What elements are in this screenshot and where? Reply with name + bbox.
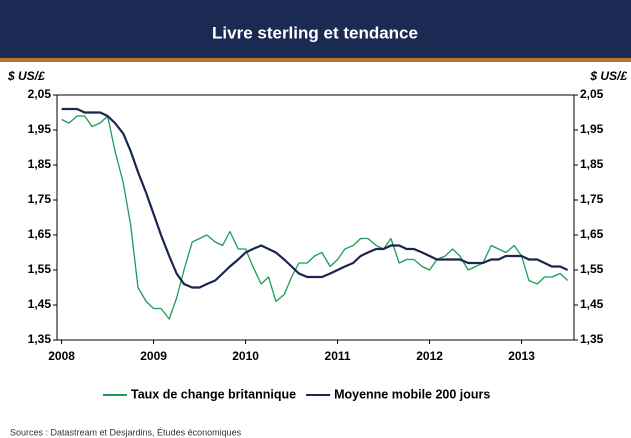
series-line — [61, 107, 569, 289]
y2-tick-label: 1,35 — [580, 332, 604, 346]
chart-title: Livre sterling et tendance — [212, 23, 418, 42]
y-axis-label: $ US/£ — [7, 69, 45, 83]
y-tick-label: 1,95 — [28, 122, 52, 136]
header-rule — [0, 58, 631, 62]
x-tick-label: 2011 — [325, 349, 351, 363]
y-tick-label: 1,45 — [28, 297, 52, 311]
header-bar — [0, 0, 631, 58]
y2-tick-label: 1,45 — [580, 297, 604, 311]
y-tick-label: 1,55 — [28, 262, 52, 276]
y-tick-label: 2,05 — [28, 87, 52, 101]
x-tick-label: 2013 — [508, 349, 535, 363]
legend-label: Moyenne mobile 200 jours — [334, 387, 490, 401]
y2-axis-label: $ US/£ — [589, 69, 627, 83]
y-tick-label: 1,85 — [28, 157, 52, 171]
y2-tick-label: 1,55 — [580, 262, 604, 276]
y-tick-label: 1,35 — [28, 332, 52, 346]
x-tick-label: 2008 — [48, 349, 75, 363]
x-tick-label: 2010 — [232, 349, 259, 363]
source-note: Sources : Datastream et Desjardins, Étud… — [10, 427, 242, 437]
x-tick-label: 2012 — [416, 349, 443, 363]
legend-label: Taux de change britannique — [131, 387, 296, 401]
y2-tick-label: 1,75 — [580, 192, 604, 206]
plot-frame — [56, 94, 575, 341]
y2-tick-label: 1,65 — [580, 227, 604, 241]
x-tick-label: 2009 — [140, 349, 167, 363]
y-tick-label: 1,75 — [28, 192, 52, 206]
y2-tick-label: 2,05 — [580, 87, 604, 101]
y2-tick-label: 1,95 — [580, 122, 604, 136]
y-tick-label: 1,65 — [28, 227, 52, 241]
y2-tick-label: 1,85 — [580, 157, 604, 171]
series-line — [61, 115, 569, 320]
